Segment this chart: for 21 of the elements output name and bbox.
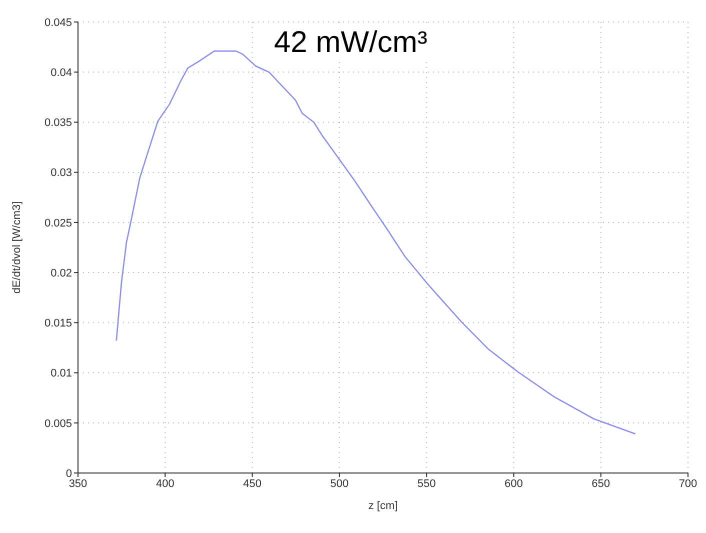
x-tick-label: 600 (504, 478, 523, 490)
x-tick-label: 700 (678, 478, 698, 490)
y-tick-label: 0 (66, 468, 72, 480)
x-tick-label: 550 (417, 478, 436, 490)
y-tick-label: 0.005 (44, 418, 72, 430)
x-tick-label: 350 (68, 478, 88, 490)
y-axis-title: dE/dt/dvol [W/cm3] (10, 201, 23, 294)
y-tick-label: 0.01 (50, 368, 72, 380)
annotation: 42 mW/cm³ (270, 26, 432, 60)
x-tick-label: 400 (156, 478, 174, 490)
y-tick-label: 0.015 (44, 318, 72, 330)
y-tick-label: 0.025 (44, 217, 72, 230)
y-tick-label: 0.035 (44, 117, 72, 130)
y-tick-label: 0.03 (50, 167, 72, 180)
x-tick-label: 650 (592, 478, 610, 490)
y-tick-label: 0.02 (50, 267, 72, 280)
x-tick-label: 500 (330, 478, 349, 490)
x-axis-title: z [cm] (368, 500, 398, 512)
x-tick-label: 450 (243, 478, 262, 490)
y-tick-label: 0.04 (50, 67, 72, 80)
y-tick-label: 0.045 (44, 16, 72, 29)
